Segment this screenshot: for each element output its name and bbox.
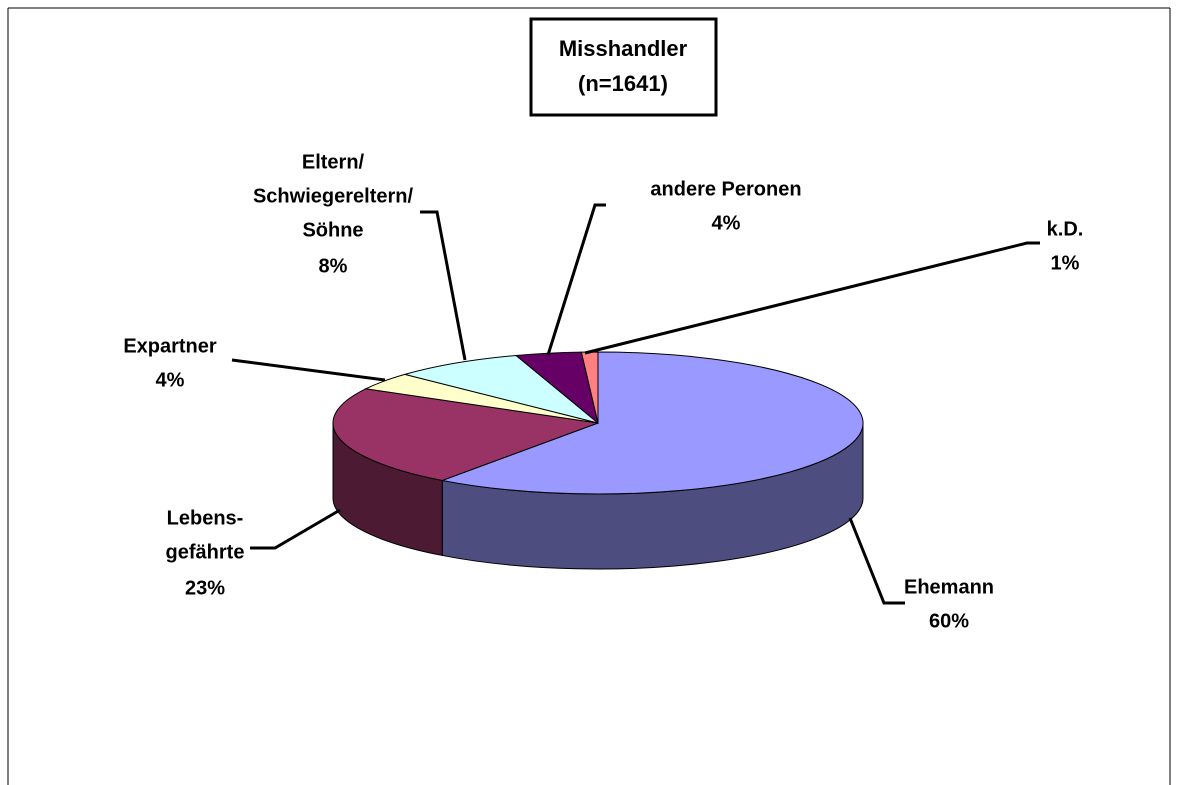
title-box [529,17,718,117]
slice-label: Söhne [302,219,363,241]
value-label: 4% [712,212,741,234]
leader-line [250,508,341,550]
slice-label: k.D. [1047,218,1084,240]
slice [440,351,864,495]
chart-title: Misshandler [559,36,688,61]
chart-subtitle: (n=1641) [578,71,668,96]
slice-label: Ehemann [904,576,994,598]
slice-label: Schwiegereltern/ [253,185,414,207]
leader-line [546,203,606,356]
leader-line [420,210,467,361]
leader-line [848,517,905,605]
slice-label: andere Peronen [650,178,801,200]
value-label: 8% [319,255,348,277]
value-label: 23% [185,577,225,599]
slice [402,354,599,424]
value-label: 60% [929,610,969,632]
slice-label: Lebens- [167,507,244,529]
slice-label: Expartner [123,335,217,357]
leader-line [584,241,1040,355]
slice [332,388,599,481]
value-label: 1% [1051,252,1080,274]
value-label: 4% [156,369,185,391]
slice-label: gefährte [166,541,245,563]
slice-label: Eltern/ [302,151,365,173]
leader-line [231,358,386,382]
